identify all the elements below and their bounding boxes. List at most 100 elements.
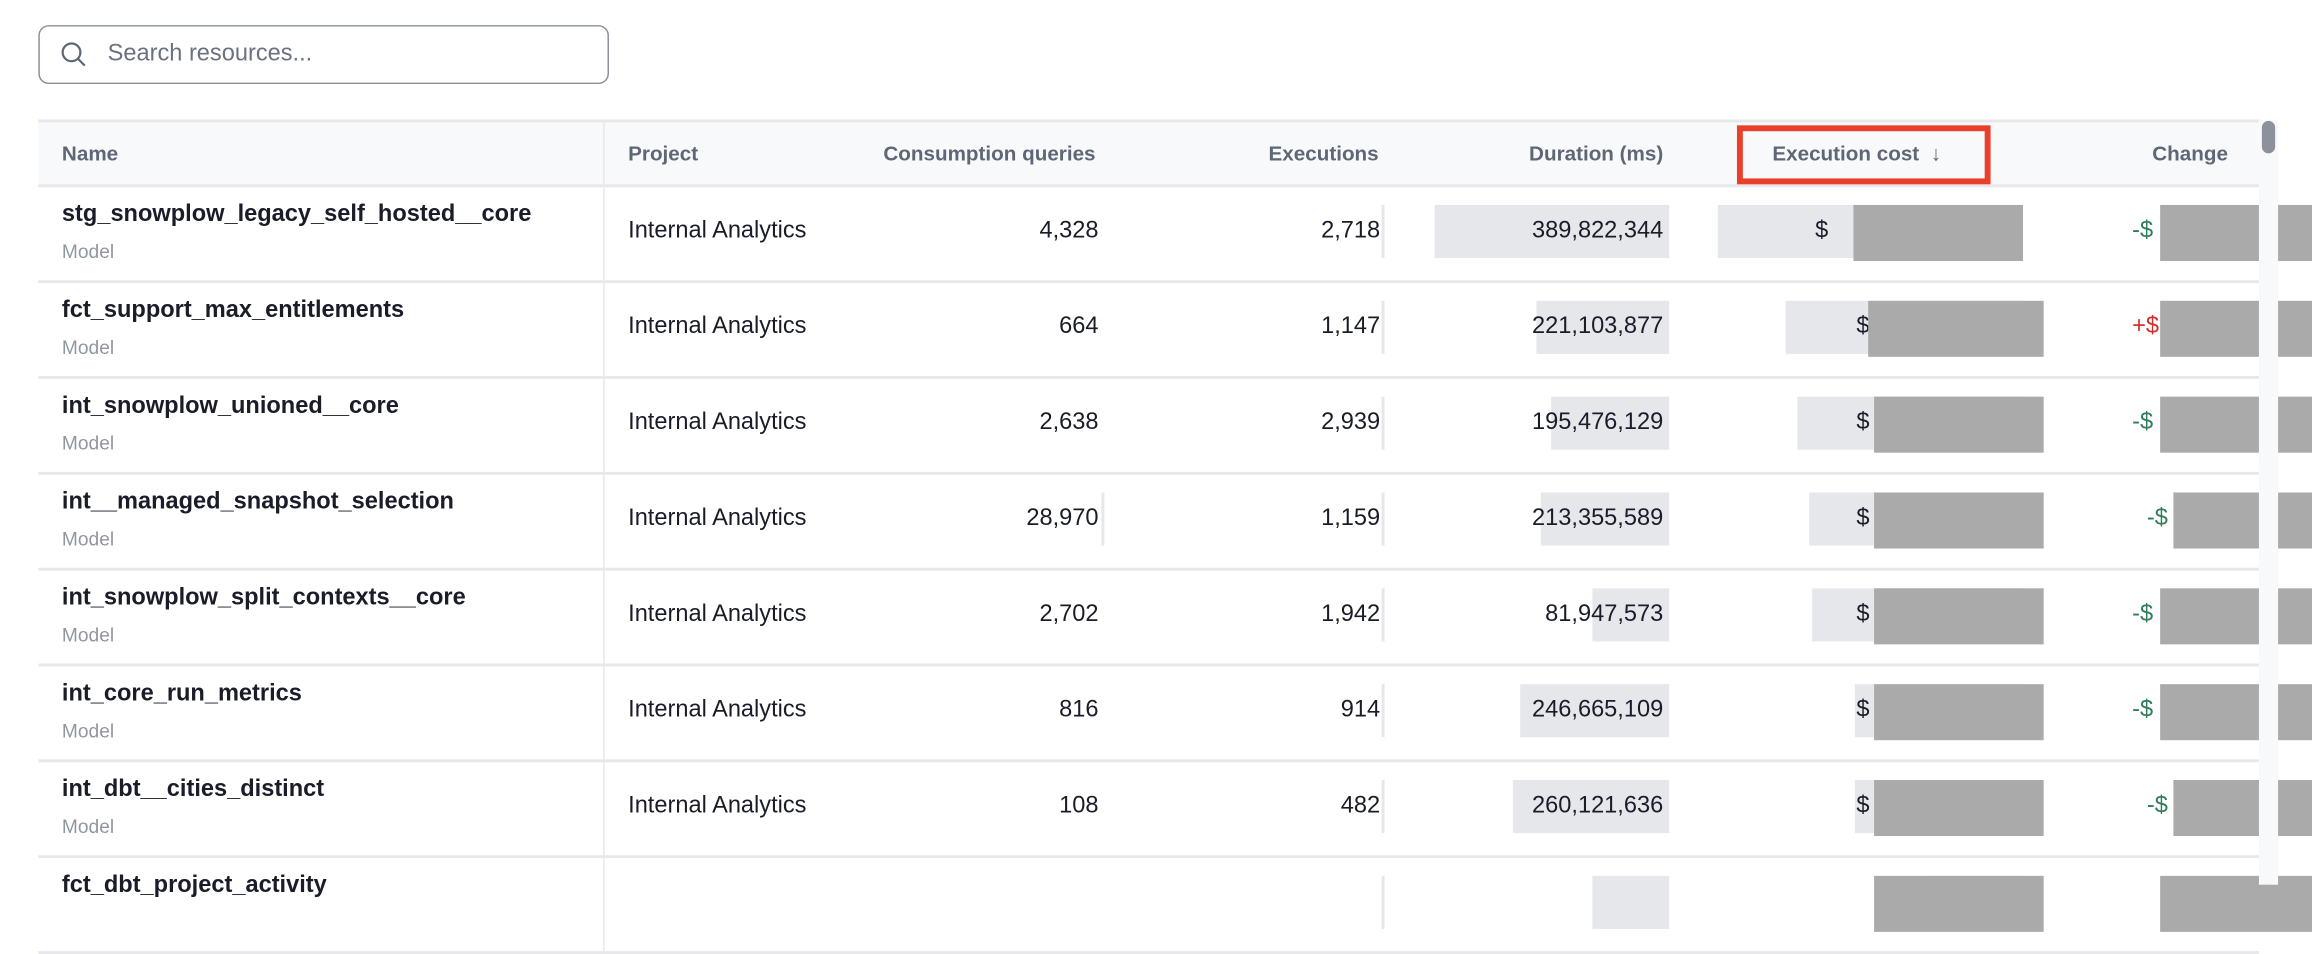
resource-name[interactable]: fct_support_max_entitlements	[61, 297, 405, 323]
column-divider	[603, 762, 605, 856]
change-prefix: -$	[2132, 601, 2154, 627]
resource-name[interactable]: int_snowplow_split_contexts__core	[61, 585, 466, 611]
column-header-execution-cost[interactable]: Execution cost ↓	[1772, 122, 1941, 184]
executions-cell: 2,718	[1321, 218, 1381, 244]
column-divider	[603, 570, 605, 664]
executions-cell: 482	[1340, 793, 1381, 819]
resource-type: Model	[61, 432, 115, 455]
resource-name[interactable]: int__managed_snapshot_selection	[61, 489, 454, 515]
resource-name[interactable]: stg_snowplow_legacy_self_hosted__core	[61, 202, 532, 228]
executions-bar	[1381, 396, 1385, 450]
duration-bar	[1512, 780, 1670, 834]
executions-bar	[1381, 684, 1385, 738]
redacted-change	[2160, 204, 2312, 261]
execution-cost-prefix: $	[1856, 793, 1870, 819]
resource-type: Model	[61, 527, 115, 550]
execution-cost-prefix: $	[1856, 314, 1870, 340]
search-box[interactable]	[38, 25, 609, 85]
resource-name[interactable]: int_core_run_metrics	[61, 681, 302, 707]
redacted-change	[2160, 875, 2312, 932]
column-header-name[interactable]: Name	[61, 141, 119, 166]
table-header: Name Project Consumption queries Executi…	[38, 119, 2259, 188]
duration-bar	[1536, 300, 1670, 354]
redacted-execution-cost	[1874, 588, 2044, 645]
redacted-execution-cost	[1874, 492, 2044, 549]
column-header-consumption-queries[interactable]: Consumption queries	[883, 141, 1096, 166]
redacted-change	[2160, 300, 2312, 357]
duration-cell: 246,665,109	[1532, 697, 1664, 723]
column-divider	[603, 122, 605, 185]
resource-type: Model	[61, 815, 115, 838]
duration-bar	[1551, 396, 1670, 450]
execution-cost-prefix: $	[1815, 218, 1829, 244]
scrollbar[interactable]	[2258, 119, 2279, 885]
column-divider	[603, 666, 605, 760]
project-cell: Internal Analytics	[628, 601, 807, 627]
consumption-queries-cell: 4,328	[1039, 218, 1099, 244]
duration-cell: 195,476,129	[1532, 409, 1664, 435]
column-divider	[603, 378, 605, 472]
table-row[interactable]: fct_support_max_entitlements Model Interna…	[38, 283, 2312, 379]
consumption-queries-cell: 2,702	[1039, 601, 1099, 627]
project-cell: Internal Analytics	[628, 697, 807, 723]
redacted-change	[2173, 492, 2312, 549]
consumption-queries-cell: 108	[1059, 793, 1099, 819]
column-header-change[interactable]: Change	[2152, 141, 2228, 166]
table-row[interactable]: int_core_run_metrics Model Internal Analyt…	[38, 666, 2312, 763]
column-header-executions[interactable]: Executions	[1268, 141, 1379, 166]
project-cell: Internal Analytics	[628, 409, 807, 435]
resource-type: Model	[61, 240, 115, 263]
resource-name[interactable]: int_snowplow_unioned__core	[61, 393, 399, 419]
redacted-execution-cost	[1874, 780, 2044, 837]
duration-bar	[1434, 204, 1670, 259]
execution-cost-prefix: $	[1856, 409, 1870, 435]
search-icon	[61, 42, 86, 67]
redacted-execution-cost	[1874, 875, 2044, 932]
consumption-bar	[1101, 492, 1105, 546]
redacted-change	[2160, 588, 2312, 645]
table-row[interactable]: int__managed_snapshot_selection Model Inte…	[38, 474, 2312, 571]
execution-cost-prefix: $	[1856, 505, 1870, 531]
resource-name[interactable]: fct_dbt_project_activity	[61, 872, 327, 898]
executions-bar	[1381, 492, 1385, 546]
executions-bar	[1381, 204, 1385, 259]
executions-cell: 914	[1340, 697, 1381, 723]
executions-bar	[1381, 588, 1385, 642]
execution-cost-prefix: $	[1856, 601, 1870, 627]
executions-cell: 1,942	[1321, 601, 1381, 627]
column-header-duration[interactable]: Duration (ms)	[1529, 141, 1664, 166]
scrollbar-thumb[interactable]	[2261, 120, 2276, 154]
resource-type: Model	[61, 336, 115, 359]
table-row[interactable]: int_snowplow_unioned__core Model Internal …	[38, 378, 2312, 475]
redacted-change	[2160, 684, 2312, 741]
duration-bar	[1520, 684, 1670, 738]
executions-cell: 2,939	[1321, 409, 1381, 435]
column-divider	[603, 283, 605, 376]
redacted-execution-cost	[1868, 300, 2044, 357]
executions-bar	[1381, 780, 1385, 834]
table-row[interactable]: int_snowplow_split_contexts__core Model In…	[38, 570, 2312, 667]
change-prefix: -$	[2132, 409, 2154, 435]
table-row[interactable]: stg_snowplow_legacy_self_hosted__core Mod…	[38, 187, 2312, 284]
resource-type: Model	[61, 623, 115, 646]
duration-bar	[1592, 588, 1670, 642]
duration-cell: 221,103,877	[1532, 314, 1664, 340]
column-divider	[603, 858, 605, 952]
change-prefix: +$	[2132, 314, 2160, 340]
change-prefix: -$	[2146, 505, 2168, 531]
column-divider	[603, 474, 605, 568]
search-input[interactable]	[104, 39, 553, 70]
consumption-queries-cell: 28,970	[1026, 505, 1099, 531]
sort-highlight-box	[1736, 125, 1991, 185]
resource-name[interactable]: int_dbt__cities_distinct	[61, 777, 325, 803]
redacted-execution-cost	[1874, 684, 2044, 741]
project-cell: Internal Analytics	[628, 218, 807, 244]
project-cell: Internal Analytics	[628, 793, 807, 819]
redacted-execution-cost	[1853, 204, 2024, 261]
column-header-project[interactable]: Project	[628, 141, 699, 166]
executions-cell: 1,159	[1321, 505, 1381, 531]
consumption-queries-cell: 664	[1059, 314, 1099, 340]
table-row[interactable]: int_dbt__cities_distinct Model Internal An…	[38, 762, 2312, 859]
table-row[interactable]: fct_dbt_project_activity	[38, 858, 2312, 954]
redacted-change	[2160, 396, 2312, 453]
